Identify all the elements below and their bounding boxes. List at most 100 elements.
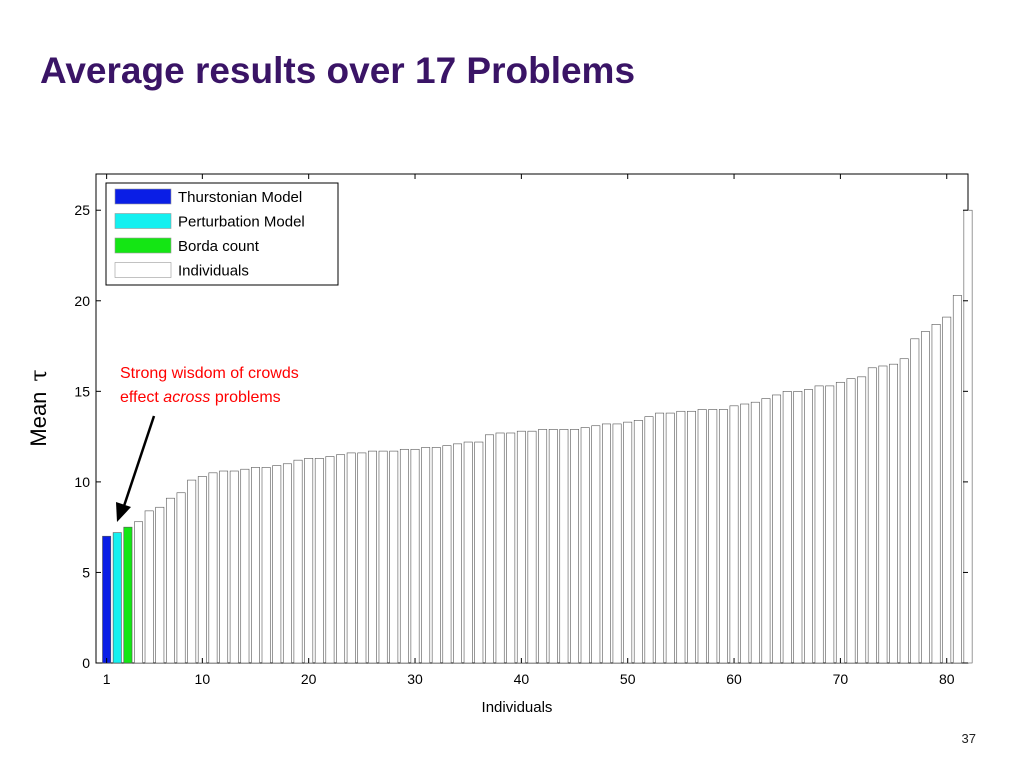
bar-individuals-15 bbox=[251, 467, 260, 664]
legend-label-thurstonian-model: Thurstonian Model bbox=[178, 189, 302, 206]
bar-individuals-62 bbox=[750, 401, 760, 664]
bar-individuals-79 bbox=[931, 324, 941, 664]
bar-individuals-48 bbox=[601, 423, 611, 664]
y-tick-label-5: 5 bbox=[82, 564, 90, 580]
bar-individuals-71 bbox=[846, 378, 856, 664]
y-axis-label: Mean τ bbox=[26, 369, 52, 446]
y-axis-tau-symbol: τ bbox=[27, 369, 52, 381]
bar-individuals-56 bbox=[687, 410, 696, 664]
annotation-line-1: Strong wisdom of crowds bbox=[120, 365, 299, 382]
x-tick-label-40: 40 bbox=[514, 671, 530, 687]
bar-individuals-78 bbox=[921, 331, 930, 664]
x-tick-label-80: 80 bbox=[939, 671, 955, 687]
bar-borda-count-3 bbox=[123, 526, 133, 664]
bar-individuals-67 bbox=[804, 389, 813, 664]
x-tick-label-30: 30 bbox=[407, 671, 423, 687]
axis-ticks-group: 0 5 10 15 20 25 1 10 20 30 40 50 60 70 80 bbox=[74, 174, 968, 687]
bar-individuals-25 bbox=[357, 452, 367, 664]
bar-individuals-77 bbox=[910, 338, 920, 664]
bar-individuals-44 bbox=[559, 429, 569, 664]
bar-individuals-22 bbox=[325, 456, 335, 664]
legend-label-borda-count: Borda count bbox=[178, 238, 260, 255]
bar-individuals-68 bbox=[814, 385, 824, 664]
bar-individuals-50 bbox=[623, 421, 633, 664]
bar-individuals-57 bbox=[697, 409, 707, 664]
legend: Thurstonian Model Perturbation Model Borda… bbox=[105, 182, 339, 286]
bar-individuals-28 bbox=[389, 450, 399, 664]
bar-individuals-43 bbox=[548, 429, 558, 664]
x-axis-label: Individuals bbox=[482, 699, 553, 716]
bars-group bbox=[102, 209, 973, 664]
bar-individuals-9 bbox=[187, 479, 197, 664]
annotation-across: across bbox=[163, 389, 210, 406]
annotation-line-2: effect across problems bbox=[120, 389, 281, 406]
x-tick-label-20: 20 bbox=[301, 671, 317, 687]
bar-individuals-35 bbox=[463, 441, 473, 664]
bar-individuals-16 bbox=[261, 467, 271, 664]
bar-individuals-11 bbox=[208, 472, 218, 664]
bar-individuals-75 bbox=[889, 363, 898, 664]
bar-individuals-49 bbox=[612, 423, 622, 664]
bar-perturbation-model-2 bbox=[112, 532, 122, 664]
bar-individuals-59 bbox=[718, 409, 728, 664]
bar-individuals-33 bbox=[442, 445, 452, 664]
bar-individuals-58 bbox=[708, 409, 718, 664]
bar-individuals-80 bbox=[942, 316, 952, 664]
x-tick-label-1: 1 bbox=[103, 671, 111, 687]
bar-individuals-64 bbox=[772, 394, 782, 664]
bar-individuals-54 bbox=[665, 412, 675, 664]
legend-label-perturbation-model: Perturbation Model bbox=[178, 214, 305, 231]
bar-individuals-10 bbox=[197, 476, 207, 664]
annotation-text: Strong wisdom of crowds effect across pr… bbox=[120, 365, 303, 406]
slide-title: Average results over 17 Problems bbox=[40, 50, 636, 91]
bar-individuals-30 bbox=[410, 448, 420, 664]
bar-individuals-29 bbox=[399, 448, 409, 664]
legend-swatch-perturbation-model bbox=[114, 213, 172, 229]
bar-individuals-5 bbox=[144, 510, 154, 664]
bar-individuals-13 bbox=[229, 470, 239, 664]
bar-individuals-69 bbox=[825, 385, 835, 664]
bar-individuals-74 bbox=[878, 365, 888, 664]
y-tick-label-10: 10 bbox=[74, 474, 90, 490]
bar-individuals-39 bbox=[506, 432, 516, 664]
bar-individuals-52 bbox=[644, 416, 654, 664]
bar-individuals-27 bbox=[378, 450, 388, 664]
bar-individuals-55 bbox=[676, 410, 686, 664]
bar-individuals-76 bbox=[899, 358, 909, 664]
y-tick-label-25: 25 bbox=[74, 202, 90, 218]
bar-individuals-32 bbox=[431, 447, 441, 664]
bar-individuals-66 bbox=[793, 391, 803, 664]
bar-individuals-8 bbox=[176, 492, 186, 664]
bar-individuals-40 bbox=[516, 430, 526, 664]
bar-individuals-14 bbox=[240, 468, 250, 664]
bar-individuals-7 bbox=[165, 497, 175, 664]
bar-individuals-31 bbox=[421, 447, 431, 664]
bar-individuals-45 bbox=[570, 429, 579, 664]
y-tick-label-15: 15 bbox=[74, 383, 90, 399]
bar-individuals-63 bbox=[761, 398, 771, 664]
bar-individuals-34 bbox=[453, 443, 463, 664]
bar-individuals-73 bbox=[867, 367, 877, 664]
y-tick-label-0: 0 bbox=[82, 655, 90, 671]
bar-individuals-42 bbox=[538, 429, 548, 664]
legend-swatch-thurstonian-model bbox=[114, 188, 172, 205]
bar-individuals-19 bbox=[293, 459, 303, 664]
bar-individuals-61 bbox=[740, 403, 750, 664]
bar-individuals-17 bbox=[272, 465, 282, 664]
bar-individuals-60 bbox=[729, 405, 739, 664]
annotation-effect: effect bbox=[120, 389, 163, 406]
bar-individuals-41 bbox=[527, 430, 537, 664]
bar-individuals-82 bbox=[963, 209, 973, 664]
bar-individuals-37 bbox=[485, 434, 494, 664]
bar-thurstonian-model-1 bbox=[102, 535, 112, 664]
bar-individuals-65 bbox=[782, 391, 792, 664]
bar-individuals-18 bbox=[282, 463, 292, 664]
page-number: 37 bbox=[961, 731, 976, 746]
bar-individuals-23 bbox=[336, 454, 346, 664]
y-axis-label-text: Mean bbox=[26, 392, 51, 447]
legend-swatch-borda-count bbox=[114, 237, 172, 254]
bar-individuals-4 bbox=[134, 521, 143, 664]
bar-individuals-38 bbox=[495, 432, 505, 664]
bar-individuals-53 bbox=[655, 412, 665, 664]
